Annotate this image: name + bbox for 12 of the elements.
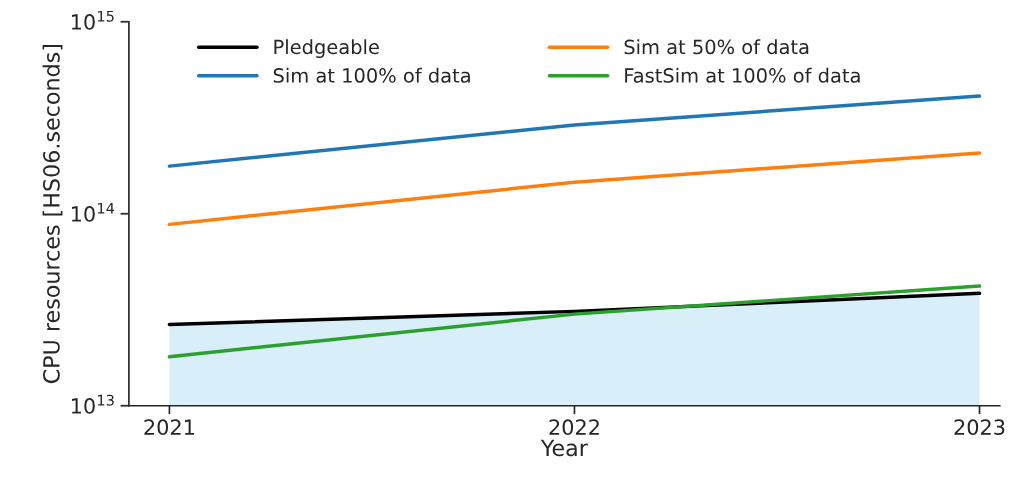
y-tick-label: 10$^{13}$ [71,394,114,414]
legend-label: Sim at 50% of data [624,39,809,55]
x-tick-label: 2021 [144,419,194,436]
y-tick-label: 10$^{15}$ [71,10,114,30]
legend-label: Sim at 100% of data [273,67,470,83]
legend-label: FastSim at 100% of data [625,67,860,83]
y-tick-label: 10$^{14}$ [71,202,115,222]
x-tick-label: 2022 [549,419,599,436]
legend-label: Pledgeable [274,39,379,59]
x-tick-label: 2023 [954,419,1005,436]
x-axis-title: Year [540,439,588,457]
y-axis-title: CPU resources [HS06.seconds] [42,44,63,384]
